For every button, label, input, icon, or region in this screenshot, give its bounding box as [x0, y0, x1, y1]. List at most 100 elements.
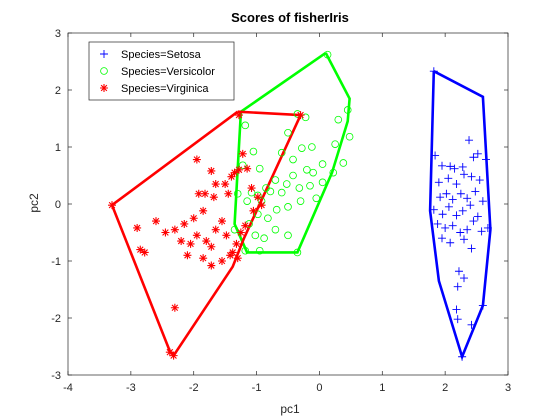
data-point: [458, 352, 467, 361]
data-point: [467, 320, 476, 329]
data-point: [207, 166, 216, 175]
legend-marker-3: [100, 84, 108, 92]
data-point: [260, 234, 268, 243]
data-point: [271, 225, 280, 234]
data-point: [429, 205, 438, 214]
data-point: [247, 184, 256, 193]
data-point: [309, 168, 317, 177]
legend-entry-2: Species=Versicolor: [121, 66, 215, 78]
y-axis-label: pc2: [27, 193, 41, 213]
data-point: [469, 153, 478, 162]
data-point: [471, 187, 480, 196]
data-point: [454, 267, 463, 276]
data-point: [453, 282, 462, 291]
data-point: [272, 205, 281, 214]
data-point: [452, 211, 461, 220]
data-point: [251, 231, 260, 240]
data-point: [465, 136, 474, 145]
data-point: [429, 67, 438, 76]
data-point: [473, 149, 482, 158]
legend-marker-2: [100, 67, 108, 75]
data-point: [284, 231, 292, 240]
data-point: [303, 166, 311, 174]
data-point: [271, 176, 280, 184]
data-point: [192, 231, 201, 240]
data-point: [478, 197, 487, 206]
data-point: [442, 189, 451, 198]
data-point: [241, 121, 250, 130]
data-point: [296, 197, 305, 205]
data-point: [199, 206, 208, 215]
x-tick-label: 1: [379, 382, 385, 394]
data-point: [438, 210, 447, 219]
data-point: [343, 106, 352, 114]
data-point: [218, 257, 226, 265]
data-point: [241, 246, 250, 255]
data-point: [257, 201, 266, 210]
data-point: [318, 178, 327, 187]
data-point: [289, 171, 297, 180]
data-point: [238, 161, 247, 170]
legend-entry-1: Species=Setosa: [121, 49, 202, 61]
data-point: [482, 155, 490, 164]
data-point: [308, 143, 316, 151]
data-point: [456, 189, 465, 198]
data-point: [306, 181, 314, 190]
data-point: [277, 188, 286, 197]
data-point: [207, 242, 216, 251]
data-point: [477, 227, 486, 236]
data-point: [262, 184, 270, 192]
data-point: [199, 254, 208, 263]
hull-series-2: [233, 51, 351, 254]
data-point: [234, 165, 243, 174]
data-point: [108, 201, 116, 210]
data-point: [323, 50, 332, 59]
data-point: [152, 217, 160, 226]
data-point: [226, 251, 235, 260]
data-point: [255, 164, 264, 173]
legend-box: [88, 41, 235, 101]
y-tick-label: -3: [51, 370, 61, 382]
data-point: [467, 244, 476, 253]
series-2-points: [230, 50, 354, 257]
y-tick-label: 1: [55, 142, 61, 154]
data-point: [433, 219, 442, 228]
data-point: [284, 128, 292, 137]
data-point: [186, 239, 195, 248]
data-point: [466, 201, 475, 210]
data-point: [463, 225, 472, 234]
data-point: [211, 180, 220, 189]
hull-series-3: [110, 110, 303, 358]
x-tick-label: -2: [189, 382, 199, 394]
data-point: [192, 155, 201, 164]
data-point: [298, 144, 306, 152]
data-point: [249, 147, 258, 156]
chart-title: Scores of fisherIris: [231, 10, 349, 25]
data-point: [202, 237, 211, 246]
data-point: [444, 202, 453, 211]
data-point: [189, 214, 198, 223]
data-point: [170, 303, 179, 312]
x-tick-label: 3: [505, 382, 511, 394]
data-point: [458, 162, 467, 171]
data-point: [233, 254, 242, 263]
data-point: [165, 348, 174, 357]
data-point: [253, 193, 262, 202]
data-point: [236, 228, 245, 237]
data-point: [446, 162, 455, 171]
data-point: [448, 195, 457, 204]
data-point: [277, 148, 286, 157]
data-point: [318, 160, 327, 168]
data-point: [295, 184, 304, 192]
data-point: [177, 237, 186, 246]
data-point: [238, 149, 247, 158]
data-point: [438, 161, 446, 170]
x-tick-label: -4: [63, 382, 73, 394]
data-point: [431, 151, 440, 160]
data-point: [448, 221, 457, 230]
legend-marker-1: [100, 50, 108, 58]
legend-entry-3: Species=Virginica: [121, 83, 209, 95]
data-point: [170, 225, 179, 234]
data-point: [284, 203, 292, 211]
